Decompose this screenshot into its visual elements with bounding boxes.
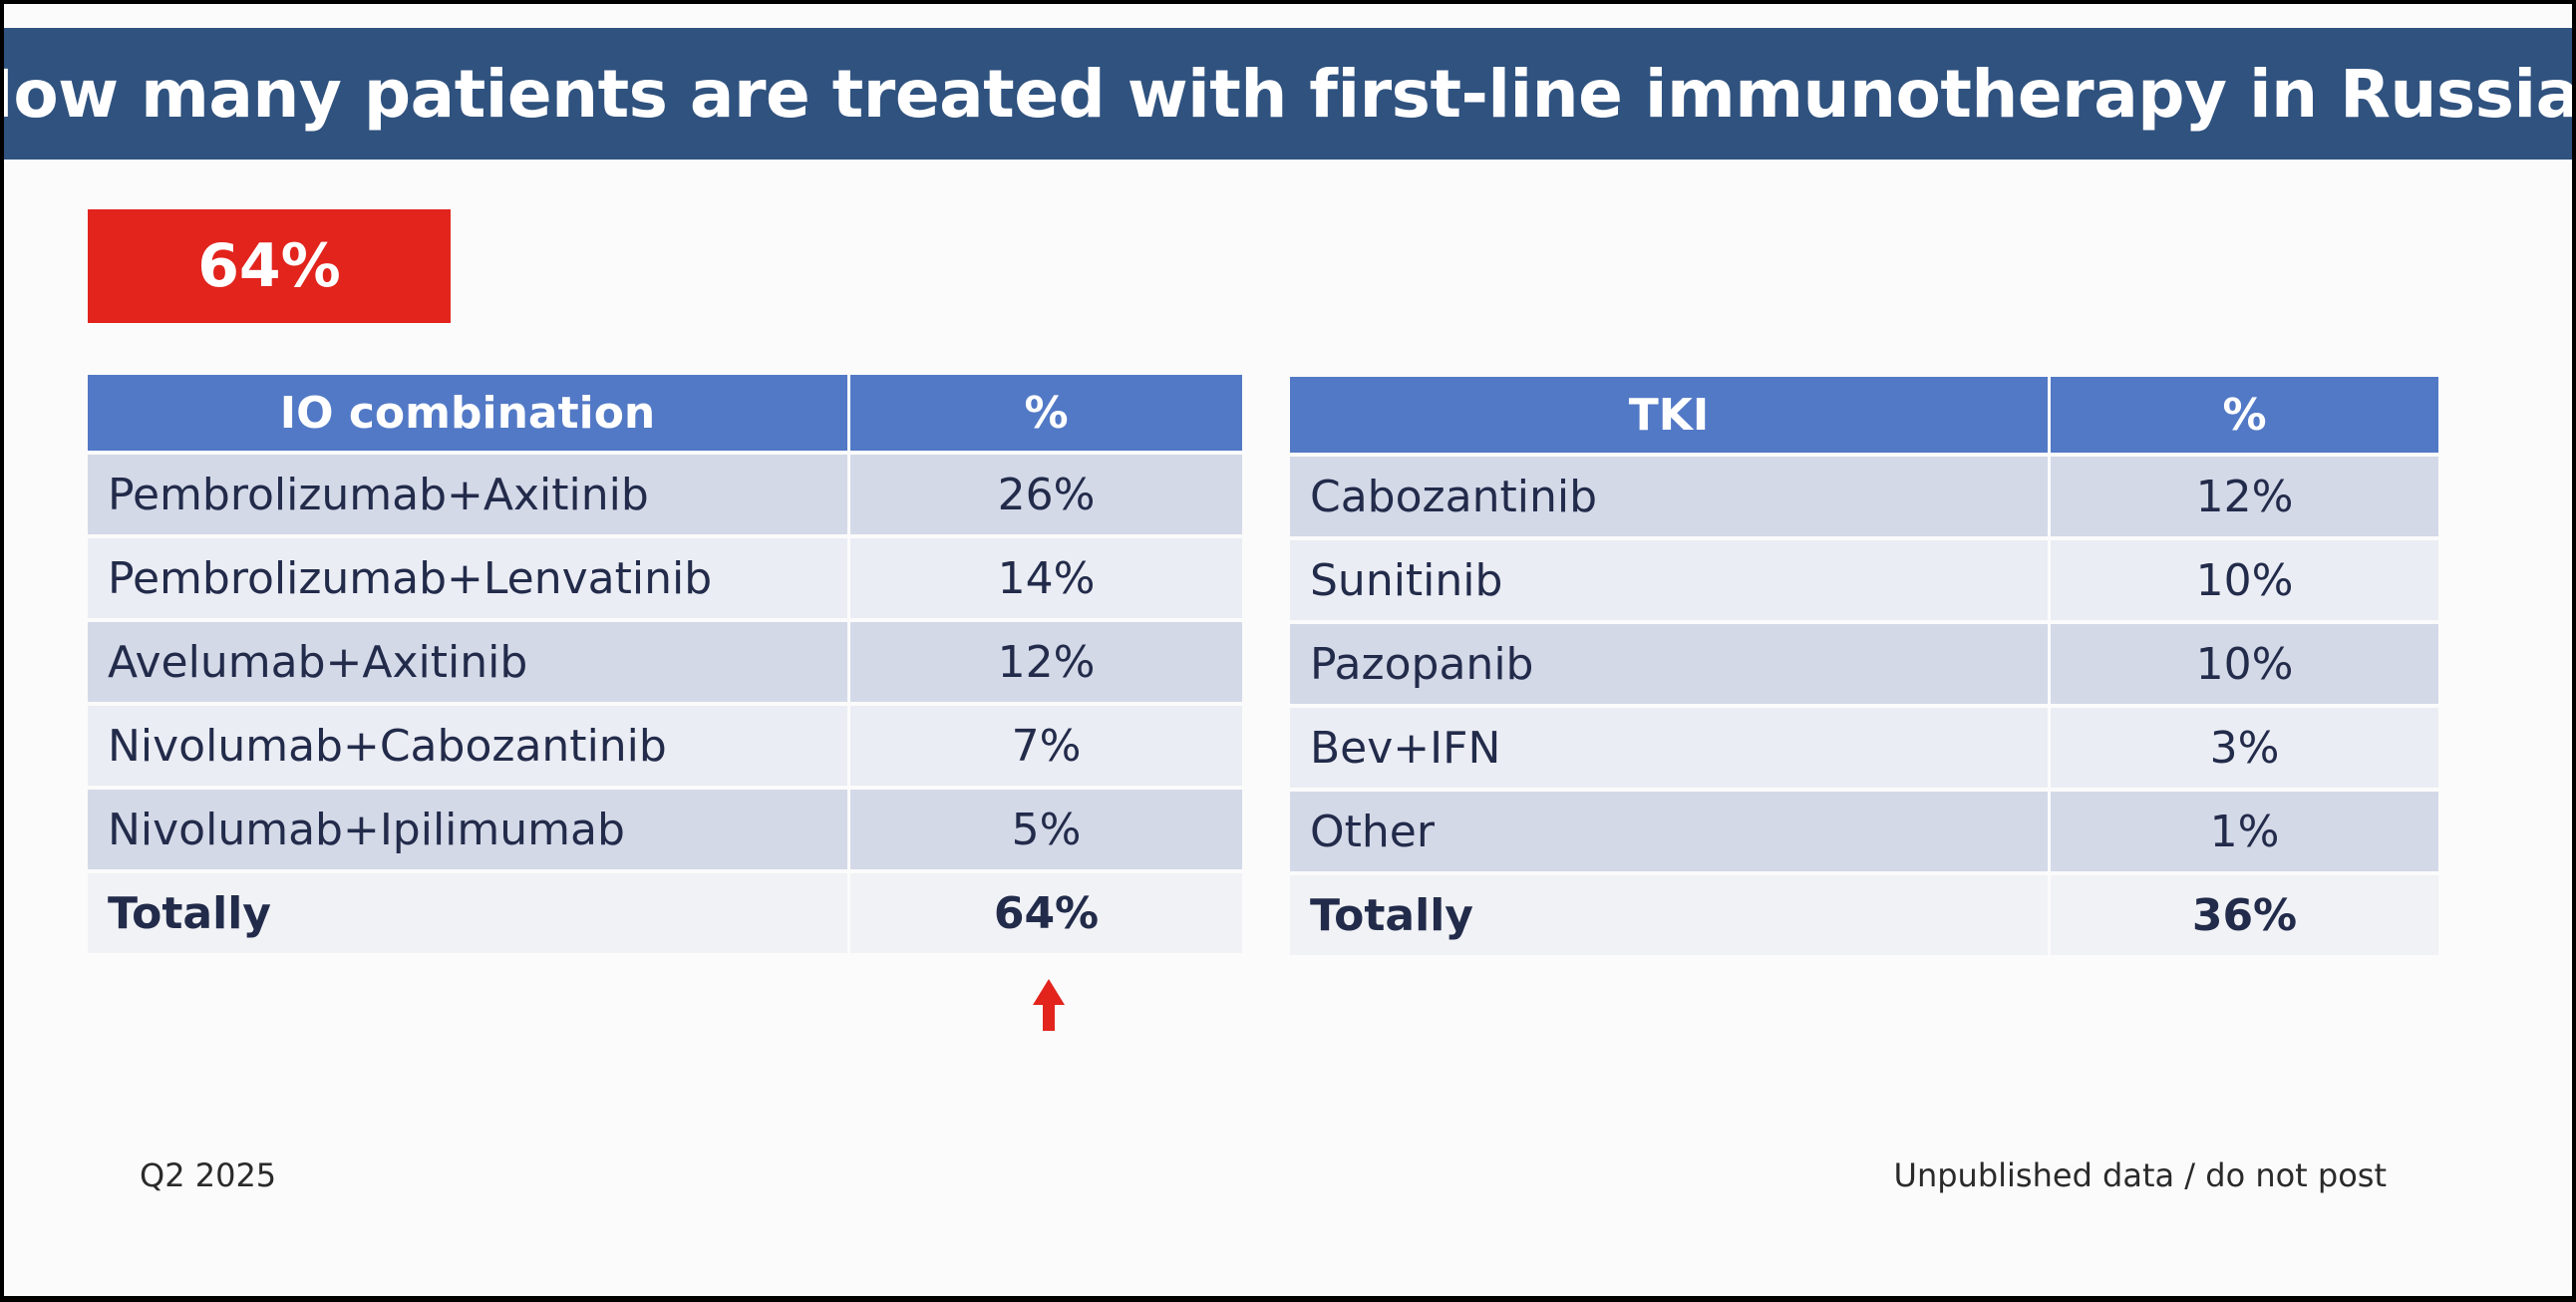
- drug-name: Pazopanib: [1290, 624, 2048, 704]
- table-row: Pembrolizumab+Axitinib 26%: [88, 455, 1242, 534]
- slide: How many patients are treated with first…: [4, 4, 2572, 1296]
- percent-value: 26%: [847, 455, 1242, 534]
- percent-value: 10%: [2048, 624, 2438, 704]
- footer-date: Q2 2025: [140, 1156, 277, 1194]
- footer-disclaimer: Unpublished data / do not post: [1893, 1156, 2387, 1194]
- tki-table: TKI % Cabozantinib 12% Sunitinib 10% Paz…: [1290, 373, 2438, 959]
- table-row: Avelumab+Axitinib 12%: [88, 622, 1242, 702]
- arrow-up-icon: [1033, 979, 1065, 1031]
- total-row: Totally 64%: [88, 873, 1242, 953]
- table-header-row: IO combination %: [88, 375, 1242, 451]
- table-row: Sunitinib 10%: [1290, 540, 2438, 620]
- total-value: 36%: [2048, 875, 2438, 955]
- table-row: Pazopanib 10%: [1290, 624, 2438, 704]
- percentage-badge: 64%: [88, 209, 451, 323]
- table-row: Cabozantinib 12%: [1290, 457, 2438, 536]
- table-row: Other 1%: [1290, 792, 2438, 871]
- table-row: Bev+IFN 3%: [1290, 708, 2438, 788]
- io-combination-table: IO combination % Pembrolizumab+Axitinib …: [88, 371, 1242, 957]
- drug-name: Avelumab+Axitinib: [88, 622, 847, 702]
- percent-value: 1%: [2048, 792, 2438, 871]
- column-header: IO combination: [88, 375, 847, 451]
- drug-name: Bev+IFN: [1290, 708, 2048, 788]
- drug-name: Pembrolizumab+Axitinib: [88, 455, 847, 534]
- total-label: Totally: [1290, 875, 2048, 955]
- percent-value: 5%: [847, 790, 1242, 869]
- table-header-row: TKI %: [1290, 377, 2438, 453]
- table-row: Nivolumab+Ipilimumab 5%: [88, 790, 1242, 869]
- drug-name: Sunitinib: [1290, 540, 2048, 620]
- percent-value: 12%: [847, 622, 1242, 702]
- column-header: TKI: [1290, 377, 2048, 453]
- drug-name: Nivolumab+Cabozantinib: [88, 706, 847, 786]
- percent-value: 10%: [2048, 540, 2438, 620]
- drug-name: Pembrolizumab+Lenvatinib: [88, 538, 847, 618]
- drug-name: Cabozantinib: [1290, 457, 2048, 536]
- percent-value: 3%: [2048, 708, 2438, 788]
- total-label: Totally: [88, 873, 847, 953]
- drug-name: Nivolumab+Ipilimumab: [88, 790, 847, 869]
- column-header: %: [847, 375, 1242, 451]
- table-row: Pembrolizumab+Lenvatinib 14%: [88, 538, 1242, 618]
- percent-value: 14%: [847, 538, 1242, 618]
- percent-value: 7%: [847, 706, 1242, 786]
- page-title: How many patients are treated with first…: [4, 55, 2572, 133]
- drug-name: Other: [1290, 792, 2048, 871]
- total-value: 64%: [847, 873, 1242, 953]
- table-row: Nivolumab+Cabozantinib 7%: [88, 706, 1242, 786]
- percent-value: 12%: [2048, 457, 2438, 536]
- total-row: Totally 36%: [1290, 875, 2438, 955]
- title-bar: How many patients are treated with first…: [4, 28, 2572, 160]
- column-header: %: [2048, 377, 2438, 453]
